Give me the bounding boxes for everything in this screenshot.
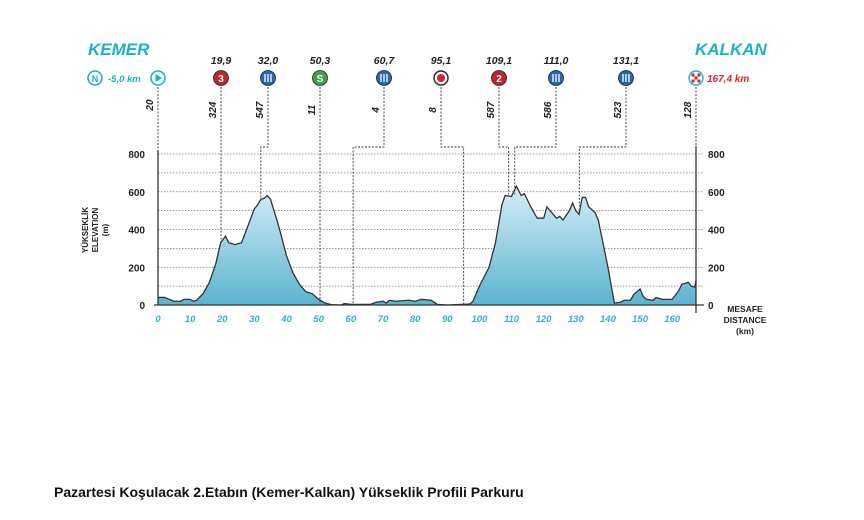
marker-km: 111,0 xyxy=(544,55,569,67)
x-tick-label: 10 xyxy=(185,314,196,325)
marker-elevation: 4 xyxy=(371,107,382,114)
finish-town: KALKAN xyxy=(695,40,767,59)
finish-distance: 167,4 km xyxy=(707,74,749,85)
checker-square xyxy=(697,73,701,77)
x-axis-label: DISTANCE xyxy=(724,315,767,325)
climb-icon xyxy=(491,70,507,86)
marker-elevation: 128 xyxy=(683,101,694,118)
x-tick-label: 40 xyxy=(280,314,292,325)
play-icon xyxy=(155,74,162,82)
checker-square xyxy=(691,79,695,83)
x-tick-label: 120 xyxy=(536,314,553,325)
marker-km: 95,1 xyxy=(431,55,452,67)
y-tick-label-right: 200 xyxy=(708,263,725,274)
neutral-icon xyxy=(87,70,103,86)
sprint-icon xyxy=(312,70,328,86)
y-tick-label-left: 400 xyxy=(128,226,145,237)
y-axis-label: YÜKSEKLİK xyxy=(81,207,90,253)
marker-elevation: 547 xyxy=(255,101,266,118)
y-axis-label: (m) xyxy=(101,223,110,236)
climb-label: 3 xyxy=(218,74,224,85)
neutral-distance: -5,0 km xyxy=(108,74,141,85)
cutlery-icon xyxy=(622,74,630,82)
y-tick-label-right: 400 xyxy=(708,226,725,237)
cutlery-icon xyxy=(552,74,560,82)
marker-elevation: 523 xyxy=(613,101,624,118)
x-tick-label: 150 xyxy=(632,314,649,325)
checker-square xyxy=(694,76,698,80)
x-axis-label: MESAFE xyxy=(727,304,763,314)
y-tick-label-right: 0 xyxy=(708,301,714,312)
y-tick-label-left: 600 xyxy=(128,188,145,199)
cutlery-icon xyxy=(264,74,272,82)
marker-km: 50,3 xyxy=(310,55,331,67)
marker-elevation: 11 xyxy=(307,104,318,115)
marker-leader xyxy=(498,87,510,195)
marker-km: 32,0 xyxy=(258,55,279,67)
climb-label: 2 xyxy=(496,74,502,85)
y-tick-label-left: 200 xyxy=(128,263,145,274)
marker-leader xyxy=(352,87,385,305)
x-tick-label: 90 xyxy=(442,314,453,325)
caption: Pazartesi Koşulacak 2.Etabın (Kemer-Kalk… xyxy=(54,484,524,500)
start-town: KEMER xyxy=(88,40,150,59)
checker-square xyxy=(697,79,701,83)
checker-square xyxy=(691,73,695,77)
x-tick-label: 100 xyxy=(471,314,488,325)
marker-km: 19,9 xyxy=(211,55,232,67)
x-tick-label: 20 xyxy=(216,314,228,325)
x-tick-label: 80 xyxy=(410,314,421,325)
marker-elevation: 20 xyxy=(145,99,156,112)
marker-leader xyxy=(440,87,465,304)
x-tick-label: 70 xyxy=(378,314,389,325)
y-tick-label-left: 800 xyxy=(128,150,145,161)
cutlery-icon xyxy=(380,74,388,82)
marker-km: 131,1 xyxy=(613,55,639,67)
climb-icon xyxy=(213,70,229,86)
marker-leader xyxy=(578,87,627,207)
marker-leader xyxy=(260,87,269,202)
x-axis-label: (km) xyxy=(736,326,754,336)
x-tick-label: 110 xyxy=(504,314,520,325)
marker-km: 60,7 xyxy=(374,55,396,67)
y-axis-label: ELEVATION xyxy=(91,207,100,252)
y-tick-label-right: 800 xyxy=(708,150,725,161)
x-tick-label: 160 xyxy=(664,314,681,325)
x-tick-label: 0 xyxy=(155,314,161,325)
x-tick-label: 50 xyxy=(313,314,324,325)
marker-elevation: 587 xyxy=(486,101,497,118)
y-tick-label-left: 0 xyxy=(139,301,145,312)
bonus-dot xyxy=(437,74,445,82)
neutral-letter: N xyxy=(92,74,99,84)
x-tick-label: 30 xyxy=(249,314,260,325)
y-tick-label-right: 600 xyxy=(708,188,725,199)
marker-elevation: 324 xyxy=(208,101,219,118)
marker-elevation: 586 xyxy=(543,101,554,118)
x-tick-label: 140 xyxy=(600,314,617,325)
sprint-label: S xyxy=(317,74,324,85)
marker-km: 109,1 xyxy=(486,55,512,67)
marker-leader xyxy=(514,87,557,195)
x-tick-label: 60 xyxy=(346,314,357,325)
profile-area xyxy=(158,186,696,305)
x-tick-label: 130 xyxy=(568,314,585,325)
marker-elevation: 8 xyxy=(428,107,439,113)
